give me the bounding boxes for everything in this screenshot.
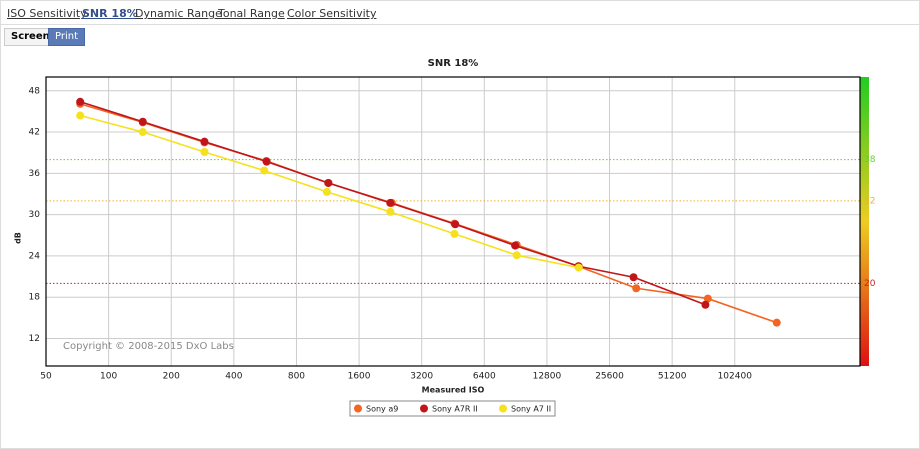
data-point (200, 137, 209, 146)
data-point (76, 111, 85, 120)
data-point (511, 241, 520, 250)
tab-bar: ISO Sensitivity SNR 18% Dynamic Range To… (0, 0, 920, 25)
legend-label: Sony A7R II (432, 405, 478, 414)
data-point (632, 284, 641, 293)
x-axis-label: Measured ISO (422, 386, 485, 395)
x-tick-label: 200 (163, 372, 180, 382)
x-tick-label: 3200 (410, 372, 433, 382)
data-point (322, 187, 331, 196)
tab[interactable]: SNR 18% (82, 7, 138, 20)
x-tick-label: 100 (100, 372, 117, 382)
reference-label: 20 (864, 279, 876, 289)
data-point (262, 157, 271, 166)
legend-marker (354, 404, 362, 413)
x-tick-label: 6400 (473, 372, 496, 382)
reference-label: 38 (864, 155, 876, 165)
x-tick-label: 102400 (718, 372, 753, 382)
x-tick-label: 1600 (348, 372, 371, 382)
y-tick-label: 30 (29, 210, 41, 220)
data-point (260, 166, 269, 175)
data-point (200, 148, 209, 157)
tab[interactable]: Tonal Range (218, 7, 285, 20)
color-scale (860, 77, 869, 366)
legend-label: Sony a9 (366, 405, 398, 414)
y-tick-label: 24 (29, 251, 41, 261)
y-tick-label: 12 (29, 334, 40, 344)
tab[interactable]: Dynamic Range (135, 7, 222, 20)
data-point (629, 273, 638, 282)
data-point (512, 251, 521, 260)
y-tick-label: 36 (29, 169, 41, 179)
data-point (772, 318, 781, 327)
data-point (76, 97, 85, 106)
y-tick-label: 42 (29, 128, 40, 138)
legend-marker (420, 404, 428, 413)
legend-marker (499, 404, 507, 413)
data-point (386, 207, 395, 216)
button[interactable]: Print (48, 28, 86, 46)
y-tick-label: 48 (29, 86, 41, 96)
x-tick-label: 50 (40, 372, 52, 382)
legend-label: Sony A7 II (511, 405, 551, 414)
data-point (574, 263, 583, 272)
tab[interactable]: Color Sensitivity (287, 7, 377, 20)
data-point (450, 229, 459, 238)
data-point (138, 128, 147, 137)
data-point (703, 294, 712, 303)
x-tick-label: 25600 (595, 372, 624, 382)
reference-label: 32 (864, 196, 875, 206)
x-tick-label: 51200 (658, 372, 687, 382)
data-point (386, 198, 395, 207)
x-tick-label: 400 (225, 372, 242, 382)
data-point (701, 300, 710, 309)
data-point (451, 220, 460, 229)
tab[interactable]: ISO Sensitivity (7, 7, 87, 20)
y-tick-label: 18 (29, 293, 41, 303)
button[interactable]: Screen (4, 28, 57, 46)
copyright: Copyright © 2008-2015 DxO Labs (63, 341, 234, 352)
data-point (138, 117, 147, 126)
x-tick-label: 12800 (533, 372, 562, 382)
y-axis-label: dB (14, 232, 23, 244)
x-tick-label: 800 (288, 372, 305, 382)
plot-border (45, 76, 861, 367)
chart-title: SNR 18% (428, 58, 479, 69)
data-point (324, 178, 333, 187)
